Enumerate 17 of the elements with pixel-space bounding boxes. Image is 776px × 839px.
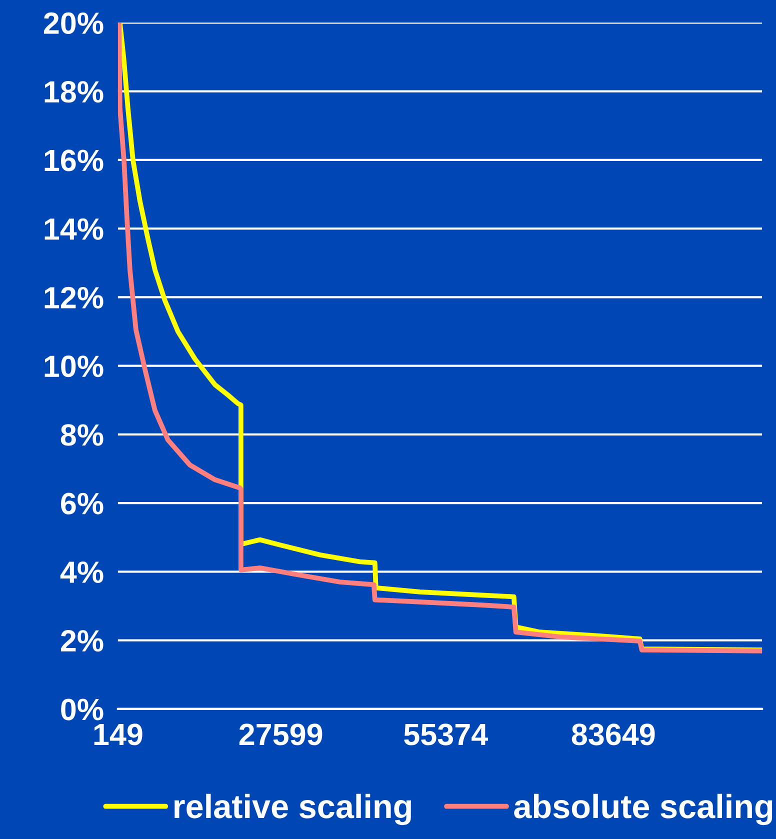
y-tick-label: 14%: [44, 218, 104, 240]
y-tick-label: 12%: [44, 286, 104, 308]
y-tick-label: 10%: [44, 356, 104, 378]
y-tick-label: 8%: [60, 424, 104, 446]
y-tick-label: 2%: [60, 630, 104, 652]
y-tick-label: 18%: [44, 81, 104, 103]
y-tick-label: 0%: [61, 698, 104, 720]
y-tick-label: 6%: [61, 492, 104, 514]
x-tick-label: 55374: [404, 724, 488, 746]
x-tick-label: 83649: [572, 724, 655, 746]
legend-label: relative scaling: [174, 794, 411, 826]
legend-label: absolute scaling: [514, 794, 772, 826]
x-tick-label: 149: [94, 724, 142, 746]
y-tick-label: 20%: [44, 12, 104, 34]
x-tick-label: 27599: [239, 724, 322, 746]
y-tick-label: 4%: [60, 562, 104, 584]
y-tick-label: 16%: [44, 150, 104, 172]
